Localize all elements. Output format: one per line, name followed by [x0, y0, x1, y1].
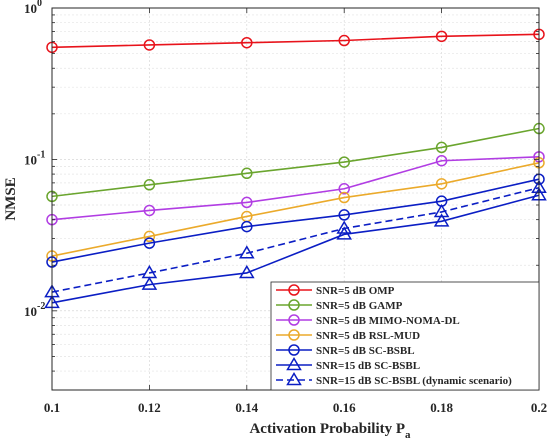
x-tick-label: 0.14 — [235, 400, 258, 415]
legend-label: SNR=15 dB SC-BSBL (dynamic scenario) — [316, 375, 512, 387]
x-axis-label-subscript: a — [405, 429, 411, 441]
triangle-marker — [141, 264, 158, 279]
circle-marker — [435, 141, 448, 154]
series-line — [51, 178, 540, 263]
legend-items: SNR=5 dB OMP SNR=5 dB GAMP SNR=5 dB MIMO-N… — [276, 284, 512, 387]
legend-label: SNR=15 dB SC-BSBL — [316, 360, 420, 372]
legend-label: SNR=5 dB RSL-MUD — [316, 330, 420, 342]
circle-marker — [288, 314, 300, 326]
legend-item: SNR=15 dB SC-BSBL — [276, 357, 420, 372]
circle-marker — [338, 209, 350, 221]
triangle-marker — [238, 245, 255, 259]
triangle-marker — [286, 372, 302, 386]
legend-label: SNR=5 dB SC-BSBL — [316, 345, 415, 357]
series-line — [51, 33, 540, 49]
y-tick-labels: 100 10-1 10-2 — [24, 0, 45, 319]
circle-marker — [338, 34, 350, 47]
legend-item: SNR=5 dB SC-BSBL — [276, 344, 415, 357]
legend-label: SNR=5 dB MIMO-NOMA-DL — [316, 315, 460, 327]
triangle-marker — [433, 203, 450, 218]
y-tick-label: 10-1 — [24, 149, 45, 167]
circle-marker — [338, 183, 350, 195]
circle-marker — [241, 220, 253, 233]
circle-marker — [288, 344, 300, 356]
series-line — [51, 194, 540, 304]
circle-marker — [288, 284, 300, 296]
triangle-marker — [238, 264, 255, 279]
circle-marker — [241, 36, 253, 49]
circle-marker — [435, 154, 448, 167]
circle-marker — [143, 204, 156, 217]
x-tick-label: 0.1 — [44, 400, 60, 415]
legend-item: SNR=15 dB SC-BSBL (dynamic scenario) — [276, 372, 512, 387]
circle-marker — [241, 167, 253, 180]
circle-marker — [288, 329, 300, 341]
legend-label: SNR=5 dB GAMP — [316, 300, 403, 312]
y-axis-label: NMSE — [3, 177, 19, 220]
legend-item: SNR=5 dB OMP — [276, 284, 395, 297]
legend-label: SNR=5 dB OMP — [316, 285, 395, 297]
x-tick-label: 0.2 — [531, 400, 547, 415]
triangle-marker — [336, 220, 353, 234]
series-3 — [46, 151, 545, 226]
circle-marker — [338, 191, 350, 204]
x-tick-label: 0.16 — [333, 400, 356, 415]
circle-marker — [143, 230, 156, 243]
triangle-marker — [286, 357, 302, 371]
grid-lines — [51, 8, 540, 391]
series-line — [51, 156, 540, 221]
triangle-marker — [141, 276, 158, 290]
legend-item: SNR=5 dB GAMP — [276, 299, 403, 312]
circle-marker — [143, 237, 156, 249]
legend-item: SNR=5 dB RSL-MUD — [276, 329, 420, 342]
legend: SNR=5 dB OMP SNR=5 dB GAMP SNR=5 dB MIMO-N… — [270, 281, 540, 391]
circle-marker — [143, 39, 156, 51]
y-tick-label: 100 — [24, 0, 42, 16]
series-line — [51, 162, 540, 257]
series-line — [51, 127, 540, 198]
legend-item: SNR=5 dB MIMO-NOMA-DL — [276, 314, 460, 327]
series-layer — [44, 28, 547, 309]
circle-marker — [435, 178, 448, 190]
legend-box — [270, 281, 540, 391]
circle-marker — [143, 179, 156, 191]
series-line — [51, 186, 540, 293]
circle-marker — [241, 196, 253, 209]
x-axis-label: Activation Probability Pa — [249, 421, 411, 441]
triangle-marker — [433, 213, 450, 227]
circle-marker — [338, 156, 350, 168]
circle-marker — [435, 30, 448, 43]
x-tick-label: 0.18 — [430, 400, 453, 415]
circle-marker — [288, 299, 300, 311]
x-tick-labels: 0.1 0.12 0.14 0.16 0.18 0.2 — [44, 400, 547, 415]
y-tick-label: 10-2 — [24, 301, 45, 319]
x-tick-label: 0.12 — [138, 400, 161, 415]
